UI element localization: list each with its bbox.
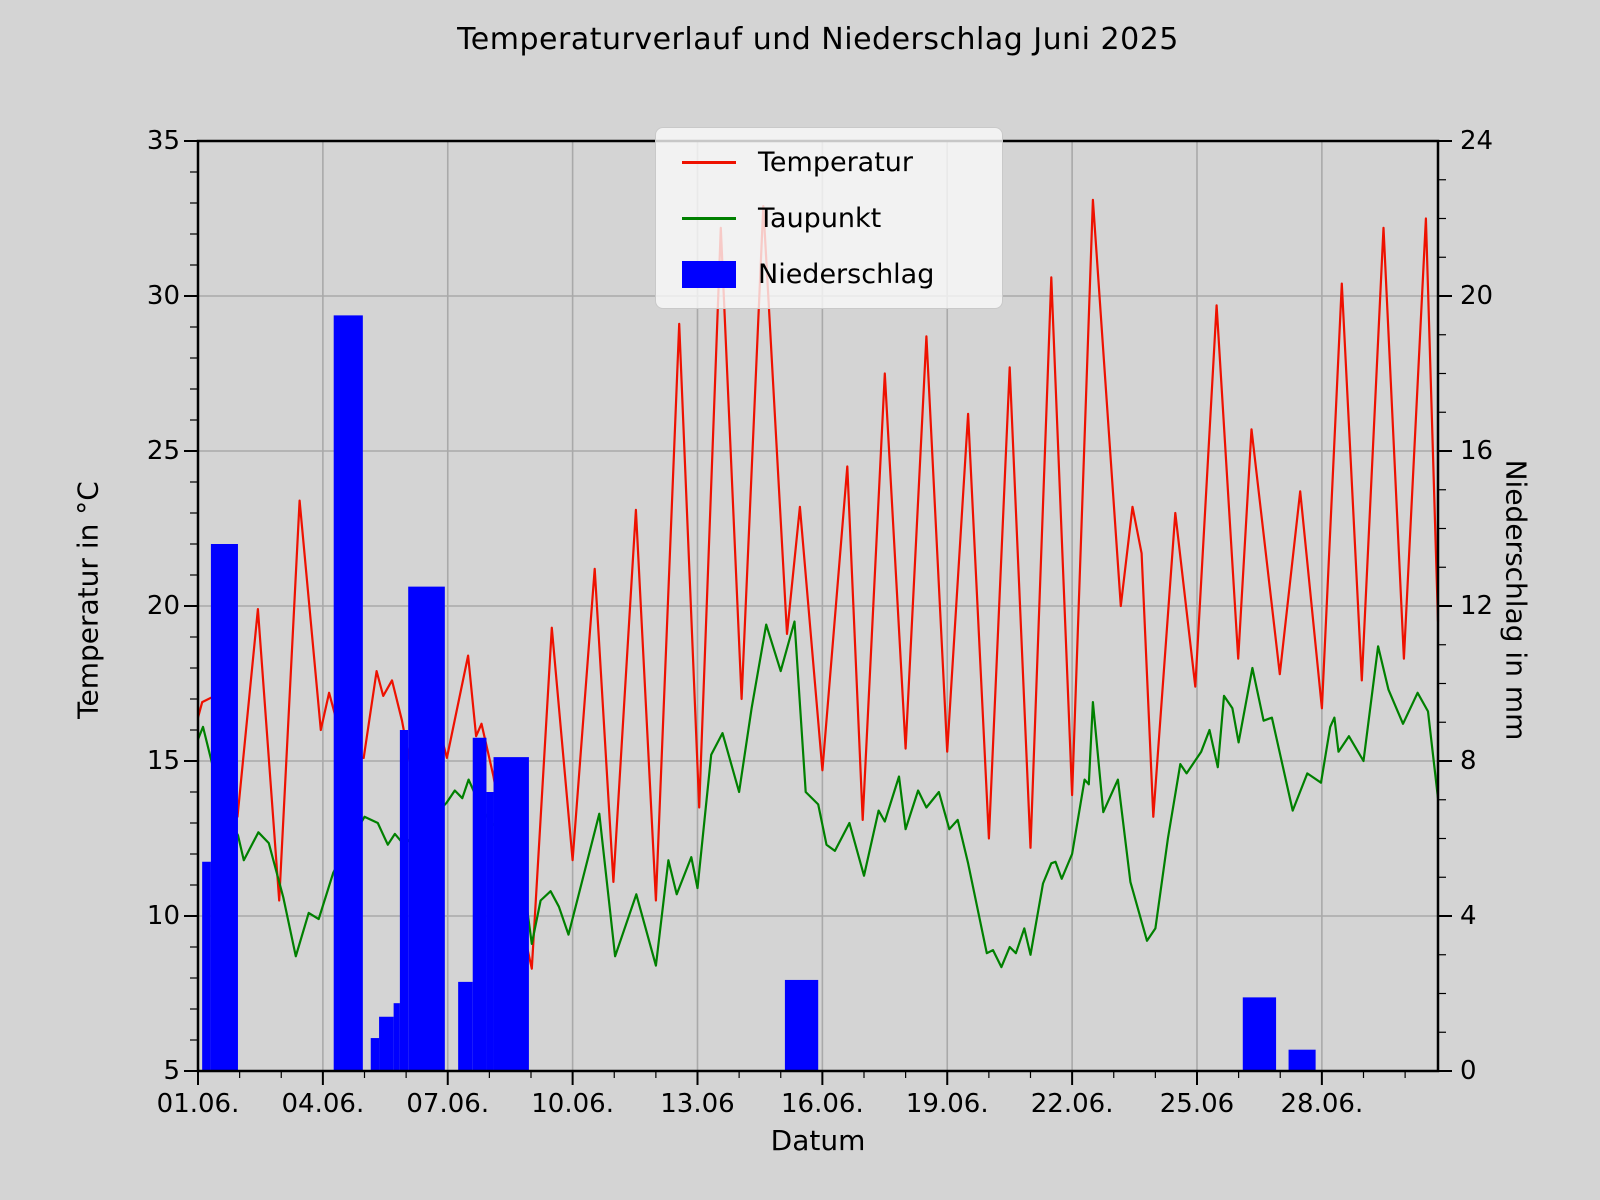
dewpoint-line-swatch	[682, 216, 736, 220]
legend-label: Niederschlag	[758, 258, 935, 290]
y-right-tick-label: 8	[1460, 746, 1477, 776]
temperature-line	[196, 198, 1440, 970]
x-tick-label: 25.06	[1159, 1089, 1235, 1119]
precipitation-bar	[784, 979, 819, 1071]
x-tick-label: 04.06.	[281, 1089, 365, 1119]
precipitation-bar	[202, 861, 211, 1071]
precipitation-bar	[399, 730, 409, 1071]
x-tick-label: 28.06.	[1280, 1089, 1364, 1119]
x-tick-label: 10.06.	[531, 1089, 614, 1119]
precipitation-bar	[370, 1038, 380, 1071]
precipitation-bar	[1242, 997, 1277, 1071]
legend-item-precipitation: Niederschlag	[656, 259, 1002, 290]
x-tick-label: 19.06.	[905, 1089, 989, 1119]
chart-title: Temperaturverlauf und Niederschlag Juni …	[457, 22, 1179, 57]
x-tick-label: 13.06	[660, 1089, 735, 1119]
y-left-tick-label: 15	[146, 746, 180, 776]
precipitation-bar	[210, 544, 238, 1071]
legend-label: Temperatur	[758, 146, 914, 178]
y-left-tick-label: 10	[146, 901, 180, 931]
temperature-line-swatch	[682, 160, 736, 164]
y-right-tick-label: 20	[1460, 281, 1494, 311]
y-left-tick-label: 20	[146, 591, 180, 621]
precipitation-bar	[333, 315, 363, 1071]
precipitation-bar	[1288, 1049, 1316, 1071]
x-tick-label: 01.06.	[156, 1089, 240, 1119]
y-right-tick-label: 4	[1460, 901, 1477, 931]
y-left-tick-label: 5	[163, 1056, 180, 1086]
precipitation-bar	[486, 792, 494, 1071]
precipitation-bar	[379, 1016, 394, 1071]
precipitation-bar	[458, 981, 473, 1071]
precipitation-patch-swatch	[682, 260, 736, 288]
y-left-tick-label: 35	[146, 126, 180, 156]
x-axis-label: Datum	[770, 1124, 866, 1157]
x-tick-label: 07.06.	[406, 1089, 490, 1119]
y-right-tick-label: 0	[1460, 1056, 1477, 1086]
precipitation-bar	[493, 757, 529, 1071]
y-left-tick-label: 25	[146, 436, 180, 466]
precipitation-bar	[393, 1003, 400, 1071]
precipitation-bar	[408, 586, 445, 1071]
y-right-tick-label: 16	[1460, 436, 1494, 466]
legend-item-temperature: Temperatur	[656, 147, 1002, 178]
y-right-tick-label: 24	[1460, 126, 1494, 156]
y-left-tick-label: 30	[146, 281, 180, 311]
y-axis-right-label: Niederschlag in mm	[1499, 459, 1533, 741]
legend-item-dewpoint: Taupunkt	[656, 203, 1002, 234]
x-tick-label: 22.06.	[1030, 1089, 1114, 1119]
precipitation-bar	[472, 737, 487, 1071]
x-tick-label: 16.06.	[781, 1089, 864, 1119]
y-right-tick-label: 12	[1460, 591, 1494, 621]
legend: Temperatur Taupunkt Niederschlag	[655, 127, 1003, 309]
legend-label: Taupunkt	[758, 202, 882, 234]
